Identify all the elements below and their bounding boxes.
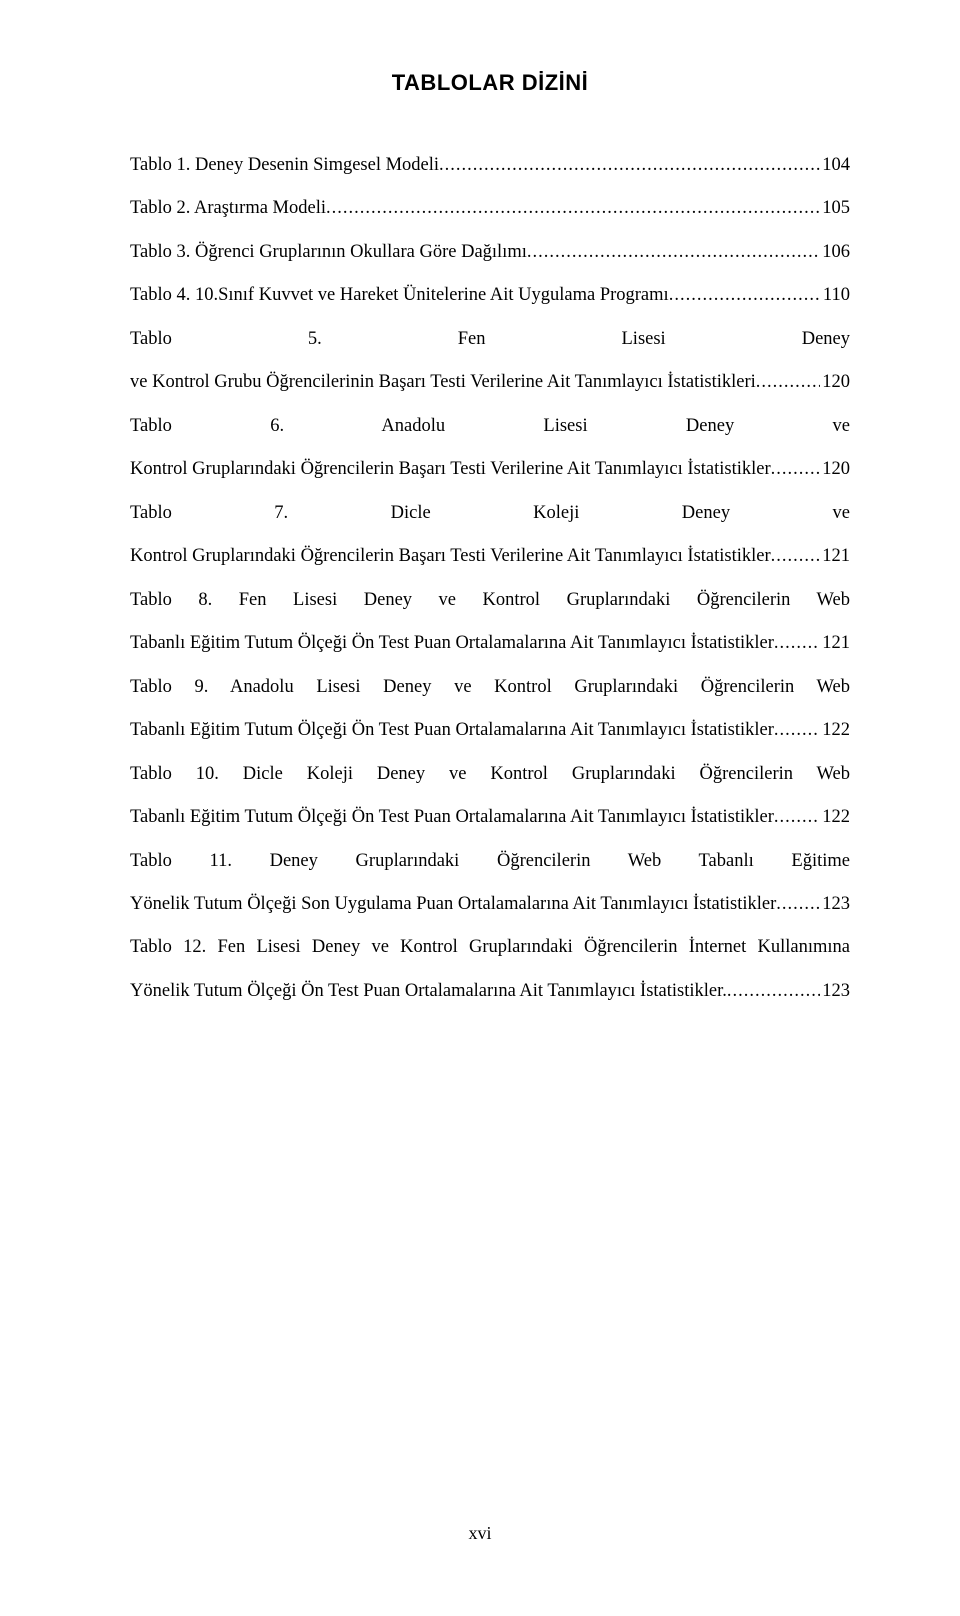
leader-dots — [439, 144, 820, 187]
toc-entry-text: Tablo 8. Fen Lisesi Deney ve Kontrol Gru… — [130, 579, 850, 622]
toc-entry-text: Tablo 2. Araştırma Modeli — [130, 187, 326, 230]
toc-entry: Tablo 4. 10.Sınıf Kuvvet ve Hareket Ünit… — [130, 274, 850, 317]
toc-entry: Tabanlı Eğitim Tutum Ölçeği Ön Test Puan… — [130, 796, 850, 839]
toc-entry-text-tail: Kontrol Gruplarındaki Öğrencilerin Başar… — [130, 535, 771, 578]
toc-entry-page: 123 — [820, 883, 850, 926]
toc-entry-text-tail: ve Kontrol Grubu Öğrencilerinin Başarı T… — [130, 361, 756, 404]
toc-entry: Kontrol Gruplarındaki Öğrencilerin Başar… — [130, 535, 850, 578]
leader-dots — [527, 231, 820, 274]
toc-entry-text-tail: Yönelik Tutum Ölçeği Ön Test Puan Ortala… — [130, 970, 727, 1013]
toc-entry-page: 121 — [820, 535, 850, 578]
toc-entry: ve Kontrol Grubu Öğrencilerinin Başarı T… — [130, 361, 850, 404]
toc-entry-page: 105 — [820, 187, 850, 230]
leader-dots — [326, 187, 820, 230]
toc-entry: Kontrol Gruplarındaki Öğrencilerin Başar… — [130, 448, 850, 491]
toc-entry: Tablo 3. Öğrenci Gruplarının Okullara Gö… — [130, 231, 850, 274]
leader-dots — [727, 970, 820, 1013]
toc-entry-text: Tablo 12. Fen Lisesi Deney ve Kontrol Gr… — [130, 926, 850, 969]
leader-dots — [771, 535, 821, 578]
leader-dots — [776, 883, 820, 926]
toc-entry: Tabanlı Eğitim Tutum Ölçeği Ön Test Puan… — [130, 622, 850, 665]
leader-dots — [669, 274, 821, 317]
toc-entry-text: Tablo 3. Öğrenci Gruplarının Okullara Gö… — [130, 231, 527, 274]
leader-dots — [774, 709, 820, 752]
toc-entry-page: 104 — [820, 144, 850, 187]
leader-dots — [756, 361, 820, 404]
toc-entry-text: Tablo 11. Deney Gruplarındaki Öğrenciler… — [130, 840, 850, 883]
toc-entry: Yönelik Tutum Ölçeği Son Uygulama Puan O… — [130, 883, 850, 926]
toc-entry-text-tail: Tabanlı Eğitim Tutum Ölçeği Ön Test Puan… — [130, 622, 774, 665]
toc-entry-text: Tablo 10. Dicle Koleji Deney ve Kontrol … — [130, 753, 850, 796]
toc-entry-page: 123 — [820, 970, 850, 1013]
leader-dots — [774, 622, 820, 665]
toc-entry-text: Tablo 6. Anadolu Lisesi Deney ve — [130, 405, 850, 448]
toc-entry-page: 120 — [820, 361, 850, 404]
leader-dots — [774, 796, 820, 839]
toc-entry-page: 110 — [821, 274, 850, 317]
toc-entry-text: Tablo 5. Fen Lisesi Deney — [130, 318, 850, 361]
toc-entry-text: Tablo 1. Deney Desenin Simgesel Modeli — [130, 144, 439, 187]
toc-container: Tablo 1. Deney Desenin Simgesel Modeli 10… — [130, 144, 850, 1013]
toc-entry-text: Tablo 4. 10.Sınıf Kuvvet ve Hareket Ünit… — [130, 274, 669, 317]
toc-entry-page: 121 — [820, 622, 850, 665]
toc-entry: Tablo 1. Deney Desenin Simgesel Modeli 10… — [130, 144, 850, 187]
toc-entry-text: Tablo 9. Anadolu Lisesi Deney ve Kontrol… — [130, 666, 850, 709]
toc-entry-text-tail: Tabanlı Eğitim Tutum Ölçeği Ön Test Puan… — [130, 709, 774, 752]
toc-entry: Tablo 2. Araştırma Modeli 105 — [130, 187, 850, 230]
toc-entry-page: 106 — [820, 231, 850, 274]
page-title: TABLOLAR DİZİNİ — [130, 70, 850, 96]
toc-entry-text: Tablo 7. Dicle Koleji Deney ve — [130, 492, 850, 535]
page-number: xvi — [0, 1523, 960, 1544]
toc-entry-text-tail: Kontrol Gruplarındaki Öğrencilerin Başar… — [130, 448, 771, 491]
toc-entry-page: 122 — [820, 796, 850, 839]
toc-entry-text-tail: Yönelik Tutum Ölçeği Son Uygulama Puan O… — [130, 883, 776, 926]
toc-entry: Tabanlı Eğitim Tutum Ölçeği Ön Test Puan… — [130, 709, 850, 752]
document-page: TABLOLAR DİZİNİ Tablo 1. Deney Desenin S… — [0, 0, 960, 1083]
toc-entry-text-tail: Tabanlı Eğitim Tutum Ölçeği Ön Test Puan… — [130, 796, 774, 839]
toc-entry: Yönelik Tutum Ölçeği Ön Test Puan Ortala… — [130, 970, 850, 1013]
leader-dots — [771, 448, 821, 491]
toc-entry-page: 122 — [820, 709, 850, 752]
toc-entry-page: 120 — [820, 448, 850, 491]
